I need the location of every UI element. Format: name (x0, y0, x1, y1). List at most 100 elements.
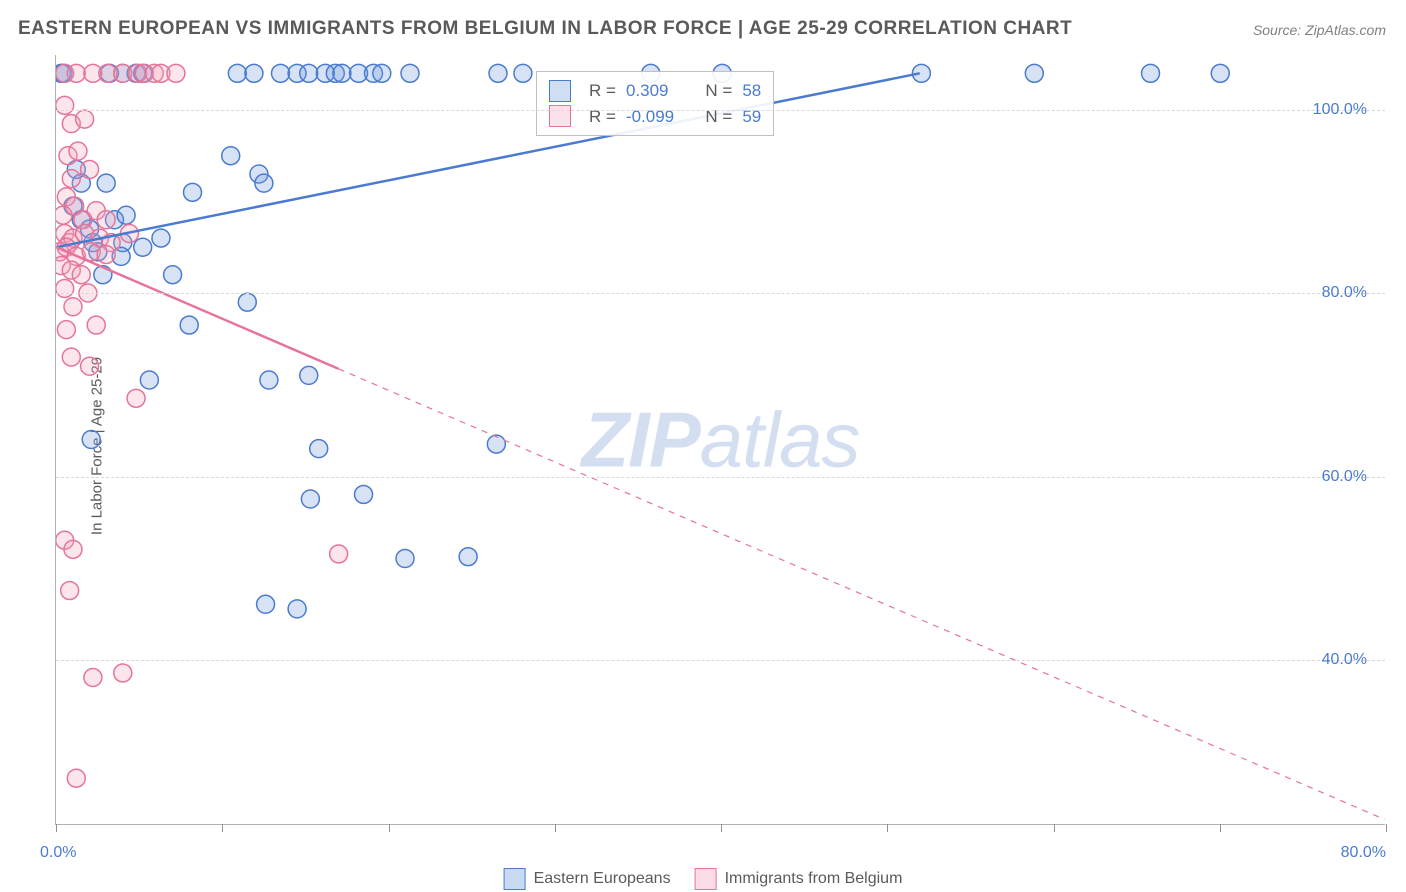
x-tick (555, 824, 556, 832)
data-point-0 (316, 64, 334, 82)
data-point-0 (401, 64, 419, 82)
data-point-0 (101, 64, 119, 82)
data-point-0 (373, 64, 391, 82)
legend-swatch (504, 868, 526, 890)
watermark: ZIPatlas (581, 394, 859, 485)
y-tick-label: 40.0% (1322, 651, 1367, 669)
watermark-light: atlas (700, 395, 860, 483)
y-tick-label: 60.0% (1322, 468, 1367, 486)
data-point-1 (127, 389, 145, 407)
data-point-0 (84, 234, 102, 252)
data-point-0 (56, 64, 70, 82)
data-point-0 (300, 366, 318, 384)
data-point-0 (1211, 64, 1229, 82)
data-point-0 (114, 64, 132, 82)
data-point-1 (56, 64, 74, 82)
data-point-0 (288, 600, 306, 618)
data-point-1 (97, 211, 115, 229)
legend-swatch (695, 868, 717, 890)
stats-r-label: R = (589, 78, 616, 104)
data-point-1 (56, 531, 74, 549)
data-point-0 (326, 64, 344, 82)
x-tick (887, 824, 888, 832)
data-point-1 (67, 769, 85, 787)
data-point-0 (97, 174, 115, 192)
data-point-0 (89, 243, 107, 261)
data-point-0 (64, 197, 82, 215)
legend-bottom: Eastern EuropeansImmigrants from Belgium (504, 868, 903, 890)
x-tick (721, 824, 722, 832)
data-point-1 (102, 234, 120, 252)
stats-n-value: 58 (742, 78, 761, 104)
data-point-0 (365, 64, 383, 82)
data-point-0 (310, 440, 328, 458)
plot-area: ZIPatlas R = 0.309 N = 58R = -0.099 N = … (55, 55, 1385, 825)
data-point-1 (62, 170, 80, 188)
x-tick (222, 824, 223, 832)
legend-item: Eastern Europeans (504, 868, 671, 890)
data-point-1 (82, 243, 100, 261)
data-point-1 (129, 64, 147, 82)
data-point-0 (164, 266, 182, 284)
data-point-1 (76, 110, 94, 128)
data-point-0 (238, 293, 256, 311)
data-point-1 (99, 64, 117, 82)
x-tick (1054, 824, 1055, 832)
stats-r-value: -0.099 (626, 104, 686, 130)
data-point-1 (120, 225, 138, 243)
data-point-0 (117, 206, 135, 224)
data-point-1 (76, 225, 94, 243)
data-point-1 (87, 202, 105, 220)
data-point-1 (56, 243, 69, 261)
gridline-h (56, 110, 1385, 111)
watermark-bold: ZIP (581, 395, 699, 483)
data-point-1 (114, 64, 132, 82)
data-point-0 (72, 211, 90, 229)
data-point-0 (72, 174, 90, 192)
gridline-h (56, 477, 1385, 478)
data-point-1 (67, 247, 85, 265)
stats-row: R = 0.309 N = 58 (549, 78, 761, 104)
data-point-1 (57, 188, 75, 206)
data-point-1 (84, 669, 102, 687)
data-point-1 (87, 316, 105, 334)
data-point-1 (152, 64, 170, 82)
legend-label: Eastern Europeans (534, 870, 671, 887)
regression-line-solid-1 (56, 247, 338, 369)
y-tick-label: 80.0% (1322, 284, 1367, 302)
data-point-0 (1142, 64, 1160, 82)
stats-r-label: R = (589, 104, 616, 130)
data-point-1 (145, 64, 163, 82)
stats-row: R = -0.099 N = 59 (549, 104, 761, 130)
stats-n-value: 59 (742, 104, 761, 130)
data-point-0 (81, 220, 99, 238)
stats-swatch (549, 105, 571, 127)
data-point-0 (489, 64, 507, 82)
data-point-1 (61, 234, 79, 252)
data-point-0 (67, 160, 85, 178)
data-point-0 (514, 64, 532, 82)
data-point-1 (56, 279, 74, 297)
data-point-0 (301, 490, 319, 508)
data-point-0 (350, 64, 368, 82)
data-point-1 (81, 160, 99, 178)
data-point-0 (250, 165, 268, 183)
data-point-0 (140, 371, 158, 389)
data-point-0 (127, 64, 145, 82)
x-axis-max-label: 80.0% (1341, 844, 1386, 862)
data-point-1 (64, 540, 82, 558)
stats-n-label: N = (696, 104, 732, 130)
data-point-1 (56, 206, 72, 224)
data-point-1 (62, 115, 80, 133)
data-point-0 (396, 550, 414, 568)
data-point-1 (84, 64, 102, 82)
data-point-0 (134, 238, 152, 256)
chart-svg (56, 55, 1385, 824)
data-point-1 (61, 582, 79, 600)
source-attribution: Source: ZipAtlas.com (1253, 22, 1386, 38)
data-point-1 (57, 238, 75, 256)
regression-line-solid-0 (56, 73, 919, 247)
data-point-0 (82, 431, 100, 449)
data-point-1 (56, 225, 74, 243)
data-point-1 (56, 257, 70, 275)
